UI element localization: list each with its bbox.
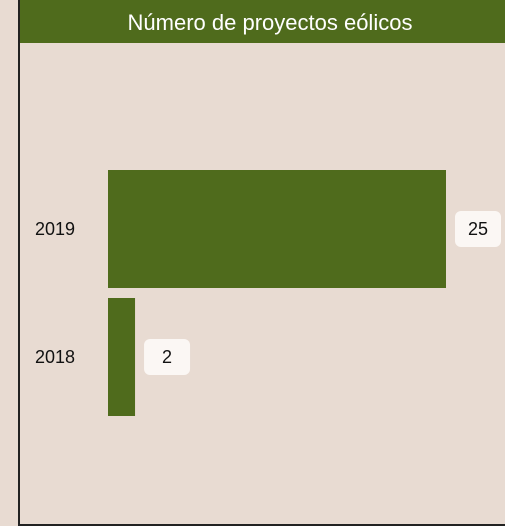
value-label: 25 — [468, 219, 488, 239]
value-label-box — [455, 211, 501, 247]
y-tick-label: 2019 — [35, 219, 75, 239]
bar — [108, 298, 136, 416]
bar — [108, 170, 446, 288]
chart-title: Número de proyectos eólicos — [128, 10, 413, 35]
header — [20, 0, 505, 43]
value-label-box — [144, 339, 191, 375]
y-tick-label: 2018 — [35, 347, 75, 367]
value-label: 2 — [162, 347, 172, 367]
